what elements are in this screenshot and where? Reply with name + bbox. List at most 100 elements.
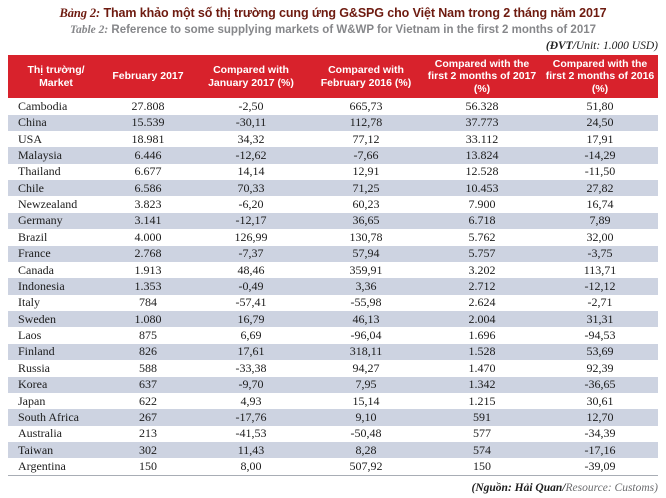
value-cell: 12,70	[586, 409, 614, 424]
value-cell: 126,99	[234, 229, 268, 244]
value-cell: 665,73	[349, 98, 383, 113]
value-cell: 3.202	[468, 262, 496, 277]
value-cell: 8,00	[240, 459, 262, 474]
value-cell: 7,89	[589, 213, 611, 228]
value-cell: -41,53	[235, 426, 267, 441]
value-cell: 8,28	[355, 442, 377, 457]
table-row: Argentina 150 8,00 507,92 150 -39,09	[8, 458, 658, 475]
value-cell: -96,04	[350, 328, 382, 343]
value-cell: 7,95	[355, 377, 377, 392]
value-cell: 622	[139, 393, 157, 408]
value-cell: 3.823	[134, 197, 162, 212]
value-cell: 51,80	[586, 98, 614, 113]
value-cell: 71,25	[352, 180, 380, 195]
value-cell: -12,62	[235, 147, 267, 162]
value-cell: 591	[473, 409, 491, 424]
value-cell: 588	[139, 360, 157, 375]
table-row: Thailand 6.677 14,14 12,91 12.528 -11,50	[8, 164, 658, 180]
value-cell: -12,12	[584, 278, 616, 293]
value-cell: -9,70	[238, 377, 264, 392]
value-cell: 15.539	[131, 115, 165, 130]
market-cell: Argentina	[18, 459, 66, 474]
value-cell: 7.900	[468, 197, 496, 212]
value-cell: 130,78	[349, 229, 383, 244]
column-header: Compared with the first 2 months of 2017…	[422, 55, 542, 99]
value-cell: 3,36	[355, 278, 377, 293]
market-cell: Taiwan	[18, 442, 54, 457]
value-cell: 6.718	[468, 213, 496, 228]
table-row: Laos 875 6,69 -96,04 1.696 -94,53	[8, 327, 658, 343]
value-cell: 1.353	[134, 278, 162, 293]
table-row: Japan 622 4,93 15,14 1.215 30,61	[8, 393, 658, 409]
market-cell: Australia	[18, 426, 62, 441]
unit-note-label: (ĐVT/	[545, 40, 576, 52]
value-cell: 27.808	[131, 98, 165, 113]
value-cell: 318,11	[349, 344, 383, 359]
value-cell: -6,20	[238, 197, 264, 212]
column-header: Compared with February 2016 (%)	[310, 55, 422, 99]
table-row: Canada 1.913 48,46 359,91 3.202 113,71	[8, 262, 658, 278]
market-cell: Chile	[18, 180, 44, 195]
value-cell: -11,50	[584, 164, 616, 179]
value-cell: -50,48	[350, 426, 382, 441]
value-cell: 213	[139, 426, 157, 441]
value-cell: 18.981	[131, 131, 165, 146]
table-row: Newzealand 3.823 -6,20 60,23 7.900 16,74	[8, 196, 658, 212]
value-cell: 784	[139, 295, 157, 310]
column-header: Thị trường/ Market	[8, 55, 104, 99]
value-cell: 16,79	[237, 311, 265, 326]
value-cell: 577	[473, 426, 491, 441]
table-row: China 15.539 -30,11 112,78 37.773 24,50	[8, 114, 658, 131]
value-cell: 34,32	[237, 131, 265, 146]
value-cell: 53,69	[586, 344, 614, 359]
market-cell: France	[18, 246, 51, 261]
value-cell: 6,69	[240, 328, 262, 343]
table-title-en: Table 2: Reference to some supplying mar…	[8, 23, 658, 37]
market-cell: China	[18, 115, 47, 130]
value-cell: 1.080	[134, 311, 162, 326]
value-cell: 302	[139, 442, 157, 457]
value-cell: 4.000	[134, 229, 162, 244]
value-cell: 1.913	[134, 262, 162, 277]
title-text: Tham khảo một số thị trường cung ứng G&S…	[103, 6, 607, 20]
market-cell: Sweden	[18, 311, 56, 326]
value-cell: 60,23	[352, 197, 380, 212]
value-cell: 9,10	[355, 409, 377, 424]
table-row: USA 18.981 34,32 77,12 33.112 17,91	[8, 131, 658, 147]
value-cell: 6.586	[134, 180, 162, 195]
table-header: Thị trường/ Market February 2017 Compared …	[8, 55, 658, 99]
value-cell: -30,11	[235, 115, 267, 130]
market-cell: Newzealand	[18, 197, 78, 212]
value-cell: -55,98	[350, 295, 382, 310]
title-prefix: Bảng 2:	[59, 6, 101, 20]
table-title-vi: Bảng 2: Tham khảo một số thị trường cung…	[8, 6, 658, 22]
value-cell: 1.528	[468, 344, 496, 359]
column-header: Compared with the first 2 months of 2016…	[542, 55, 658, 99]
value-cell: 48,46	[237, 262, 265, 277]
market-cell: Germany	[18, 213, 63, 228]
value-cell: 826	[139, 344, 157, 359]
value-cell: 32,00	[586, 229, 614, 244]
source-note: (Nguồn: Hải Quan/Resource: Customs)	[8, 482, 658, 494]
table-row: Italy 784 -57,41 -55,98 2.624 -2,71	[8, 295, 658, 311]
table-row: France 2.768 -7,37 57,94 5.757 -3,75	[8, 245, 658, 262]
source-note-vi: (Nguồn: Hải Quan/	[471, 481, 566, 494]
value-cell: 507,92	[349, 459, 383, 474]
value-cell: -7,66	[353, 147, 379, 162]
value-cell: -36,65	[584, 377, 616, 392]
value-cell: 359,91	[349, 262, 383, 277]
value-cell: 4,93	[240, 393, 262, 408]
value-cell: 77,12	[352, 131, 380, 146]
value-cell: 24,50	[586, 115, 614, 130]
value-cell: -12,17	[235, 213, 267, 228]
value-cell: -17,76	[235, 409, 267, 424]
value-cell: 56.328	[465, 98, 499, 113]
value-cell: 1.342	[468, 377, 496, 392]
value-cell: 12,91	[352, 164, 380, 179]
market-cell: Korea	[18, 377, 48, 392]
table-row: South Africa 267 -17,76 9,10 591 12,70	[8, 409, 658, 426]
table-row: Korea 637 -9,70 7,95 1.342 -36,65	[8, 376, 658, 393]
value-cell: 150	[473, 459, 491, 474]
value-cell: 30,61	[586, 393, 614, 408]
table-row: Russia 588 -33,38 94,27 1.470 92,39	[8, 360, 658, 376]
